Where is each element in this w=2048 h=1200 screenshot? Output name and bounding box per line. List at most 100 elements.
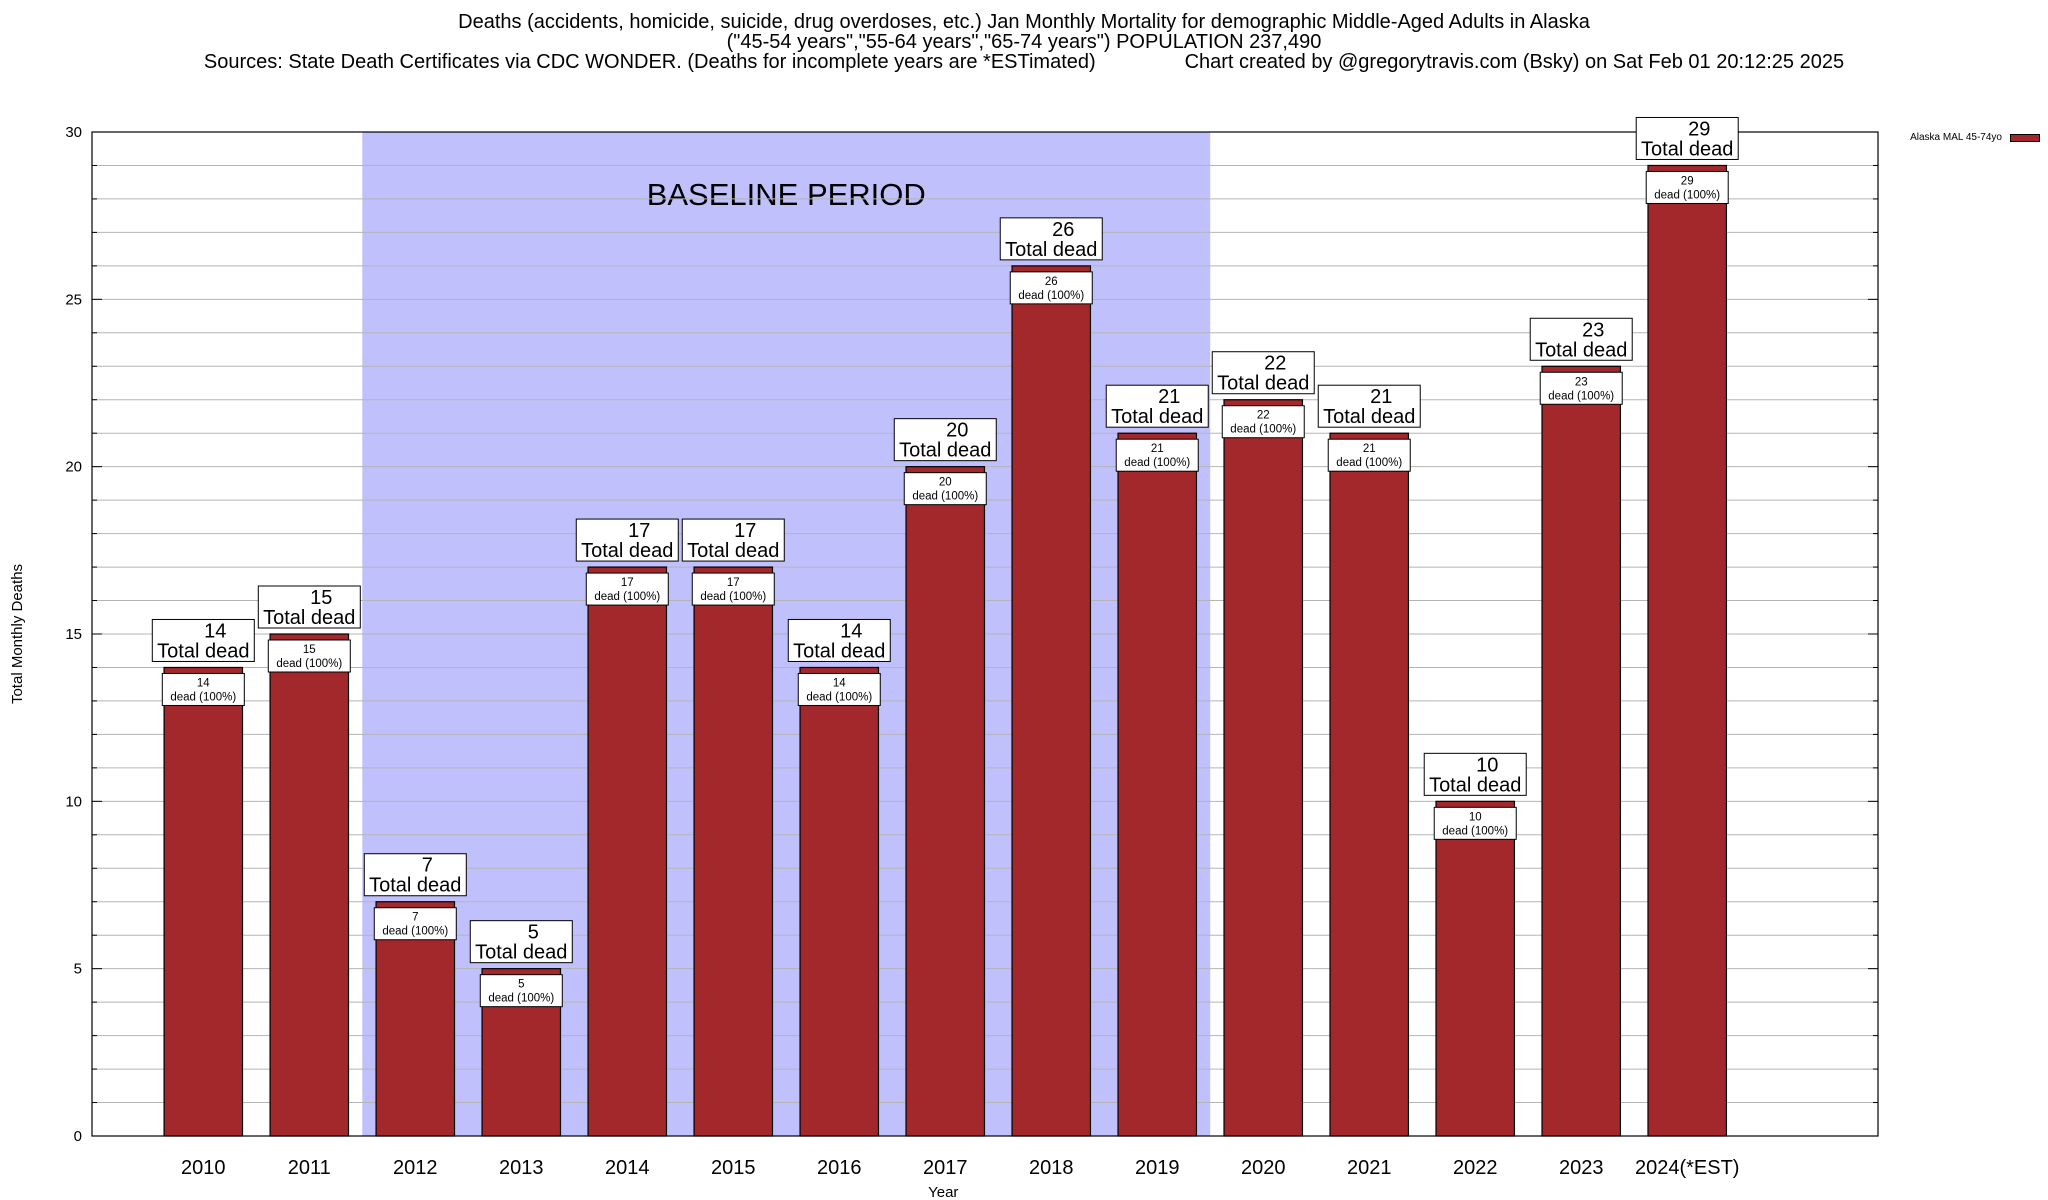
inner-label-box [1645,170,1729,204]
inner-label-box [585,572,669,606]
total-label-box [363,853,467,897]
total-label-text: Total dead [1005,239,1097,261]
legend-swatch [2010,133,2040,142]
bar [163,666,244,1137]
x-tick-label: 2011 [288,1157,331,1179]
total-label-value: 7 [422,855,433,877]
x-tick-label: 2010 [181,1157,226,1179]
title-line-1: Deaths (accidents, homicide, suicide, dr… [458,11,1590,33]
inner-label-text: dead (100%) [700,591,766,603]
inner-label-box [1539,371,1623,405]
total-label-text: Total dead [581,540,673,562]
total-label-box [575,518,679,562]
inner-label-box [1327,438,1411,472]
x-tick-label: 2018 [1029,1157,1074,1179]
total-label-value: 23 [1582,319,1604,341]
y-tick-label: 25 [65,291,82,308]
inner-label-value: 14 [197,677,210,689]
inner-label-value: 21 [1151,443,1164,455]
inner-label-box [1115,438,1199,472]
legend-label: Alaska MAL 45-74yo [1910,132,2002,143]
y-tick-label: 10 [65,793,82,810]
total-label-text: Total dead [157,640,249,662]
total-label-box [681,518,785,562]
total-label-value: 21 [1158,386,1180,408]
x-tick-label: 2015 [711,1157,756,1179]
bar [1011,265,1092,1137]
total-label-value: 17 [628,520,650,542]
inner-label-text: dead (100%) [1336,457,1402,469]
bar [1329,432,1410,1137]
total-label-value: 10 [1476,754,1498,776]
inner-label-text: dead (100%) [1018,290,1084,302]
inner-label-box [161,672,245,706]
x-tick-label: 2014 [605,1157,650,1179]
x-tick-label: 2021 [1347,1157,1392,1179]
y-axis-label: Total Monthly Deaths [9,564,26,704]
total-label-text: Total dead [1323,406,1415,428]
total-label-box [1423,752,1527,796]
inner-label-value: 17 [621,577,634,589]
total-label-value: 5 [528,922,539,944]
inner-label-text: dead (100%) [1654,189,1720,201]
total-label-box [787,618,891,662]
total-label-text: Total dead [369,875,461,897]
inner-label-box [267,639,351,673]
total-label-value: 20 [946,420,968,442]
total-label-text: Total dead [793,640,885,662]
x-tick-label: 2013 [499,1157,544,1179]
inner-label-text: dead (100%) [382,926,448,938]
x-tick-label: 2024(*EST) [1635,1157,1740,1179]
total-label-value: 14 [204,620,226,642]
inner-label-box [479,974,563,1008]
bar [375,901,456,1137]
inner-label-value: 23 [1575,376,1588,388]
title-line-2: ("45-54 years","55-64 years","65-74 year… [726,31,1322,53]
total-label-value: 26 [1052,219,1074,241]
total-label-text: Total dead [899,440,991,462]
total-label-value: 21 [1370,386,1392,408]
total-label-value: 17 [734,520,756,542]
bar [1117,432,1198,1137]
total-label-box [257,585,361,629]
total-label-box [1529,317,1633,361]
inner-label-text: dead (100%) [170,691,236,703]
y-tick-label: 15 [65,626,82,643]
inner-label-text: dead (100%) [1442,825,1508,837]
inner-label-box [797,672,881,706]
total-label-value: 29 [1688,118,1710,140]
y-tick-label: 20 [65,459,82,476]
total-label-box [1317,384,1421,428]
inner-label-text: dead (100%) [488,993,554,1005]
total-label-text: Total dead [1111,406,1203,428]
inner-label-value: 15 [303,644,316,656]
bar [693,566,774,1137]
legend: Alaska MAL 45-74yo [1910,132,2040,143]
bar [1647,164,1728,1137]
inner-label-value: 29 [1681,175,1694,187]
bar [905,466,986,1137]
total-label-value: 15 [310,587,332,609]
inner-label-box [1433,806,1517,840]
total-label-text: Total dead [1429,774,1521,796]
total-label-value: 22 [1264,353,1286,375]
total-label-box [151,618,255,662]
inner-label-value: 26 [1045,276,1058,288]
inner-label-value: 7 [412,912,418,924]
total-label-text: Total dead [1641,138,1733,160]
inner-label-text: dead (100%) [1124,457,1190,469]
inner-label-box [903,472,987,506]
inner-label-value: 22 [1257,410,1270,422]
bar [1435,800,1516,1137]
inner-label-value: 10 [1469,811,1482,823]
x-tick-label: 2019 [1135,1157,1180,1179]
inner-label-text: dead (100%) [276,658,342,670]
inner-label-text: dead (100%) [912,491,978,503]
inner-label-box [373,907,457,941]
inner-label-text: dead (100%) [594,591,660,603]
inner-label-box [691,572,775,606]
inner-label-text: dead (100%) [1230,424,1296,436]
x-tick-label: 2012 [393,1157,438,1179]
y-tick-label: 5 [74,961,82,978]
